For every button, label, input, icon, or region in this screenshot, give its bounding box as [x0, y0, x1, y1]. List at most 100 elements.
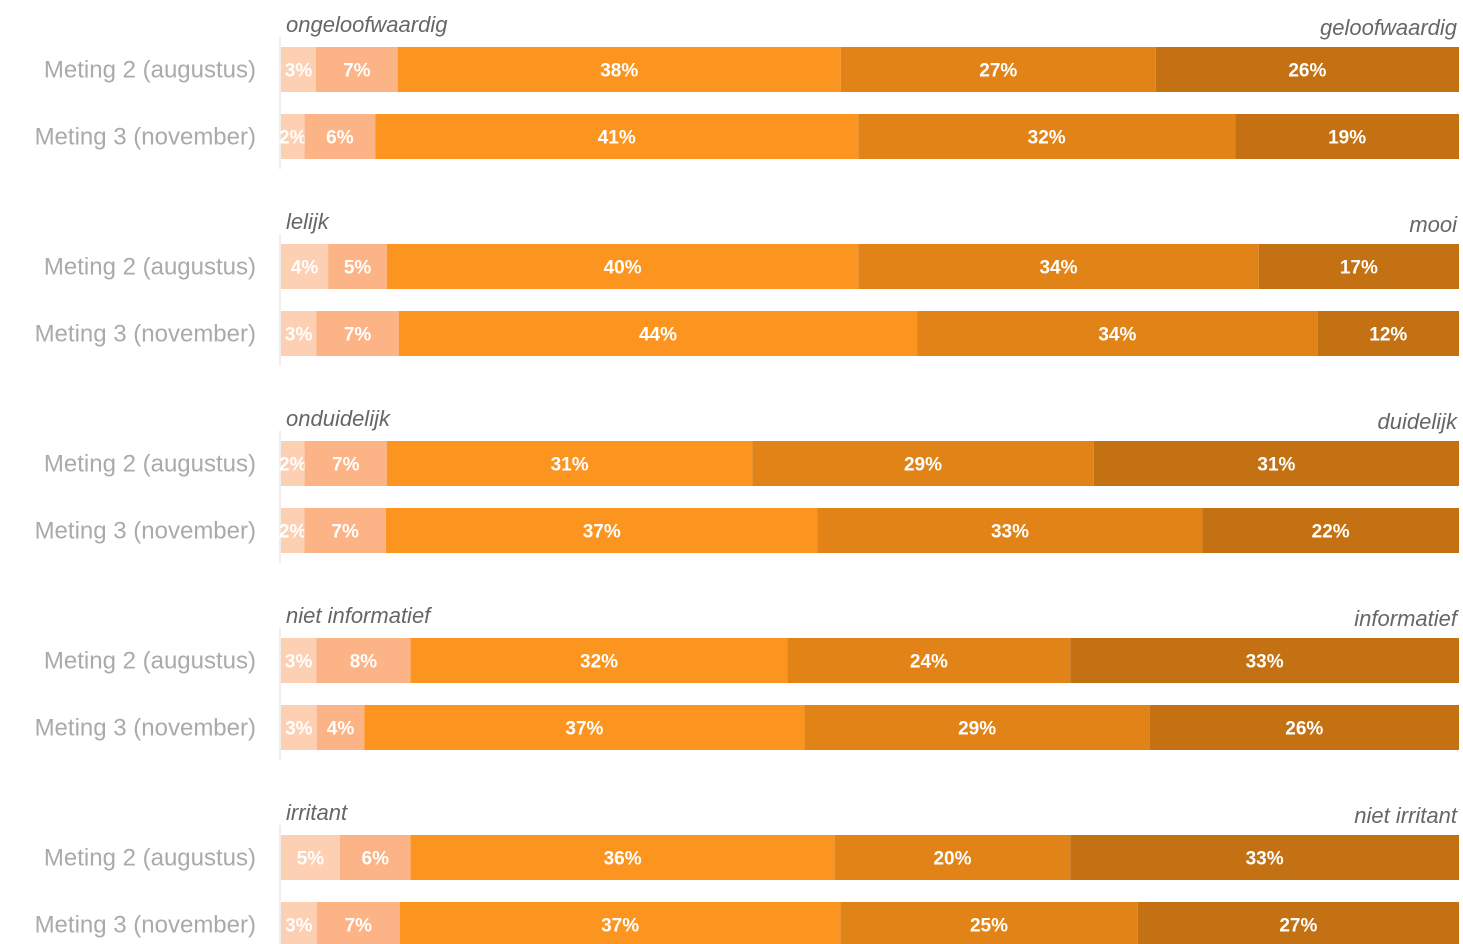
bar-segment: [328, 244, 388, 289]
scale-right-label: informatief: [1354, 606, 1460, 631]
data-label: 31%: [551, 455, 589, 476]
row-label: Meting 3 (november): [35, 124, 256, 151]
bar-segment: [387, 244, 859, 289]
data-label: 3%: [285, 916, 313, 937]
bar-segment: [1070, 638, 1459, 683]
bar-segment: [281, 441, 305, 486]
bar-segment: [787, 638, 1071, 683]
data-label: 37%: [565, 719, 603, 740]
bar-segment: [304, 441, 388, 486]
data-label: 33%: [1246, 849, 1284, 870]
bar-segment: [281, 508, 305, 553]
data-label: 2%: [279, 455, 307, 476]
data-label: 24%: [910, 652, 948, 673]
bar-segment: [410, 638, 788, 683]
bar-segment: [917, 311, 1318, 356]
scale-right-label: mooi: [1409, 212, 1458, 237]
bar-segment: [1155, 47, 1459, 92]
data-label: 7%: [331, 522, 359, 543]
bar-segment: [410, 835, 835, 880]
bar-segment: [339, 835, 411, 880]
row-label: Meting 2 (augustus): [44, 648, 256, 675]
bar-segment: [804, 705, 1150, 750]
data-label: 6%: [326, 128, 354, 149]
scale-left-label: lelijk: [286, 209, 330, 234]
data-label: 2%: [279, 128, 307, 149]
row-label: Meting 2 (augustus): [44, 254, 256, 281]
data-label: 40%: [604, 258, 642, 279]
data-label: 5%: [344, 258, 372, 279]
bar-segment: [364, 705, 805, 750]
row-label: Meting 2 (augustus): [44, 451, 256, 478]
data-label: 7%: [332, 455, 360, 476]
data-label: 37%: [601, 916, 639, 937]
scale-left-label: ongeloofwaardig: [286, 12, 448, 37]
data-label: 29%: [958, 719, 996, 740]
data-label: 3%: [285, 325, 313, 346]
bar-segment: [1258, 244, 1459, 289]
scale-right-label: geloofwaardig: [1320, 15, 1458, 40]
data-label: 33%: [1246, 652, 1284, 673]
data-label: 26%: [1288, 61, 1326, 82]
data-label: 6%: [362, 849, 390, 870]
bar-segment: [281, 835, 340, 880]
data-label: 25%: [970, 916, 1008, 937]
data-label: 27%: [1279, 916, 1317, 937]
data-label: 4%: [327, 719, 355, 740]
bar-segment: [281, 311, 317, 356]
bar-segment: [399, 902, 841, 944]
data-label: 2%: [279, 522, 307, 543]
data-label: 3%: [285, 719, 313, 740]
bar-segment: [281, 705, 317, 750]
data-label: 37%: [583, 522, 621, 543]
data-label: 31%: [1257, 455, 1295, 476]
data-label: 12%: [1369, 325, 1407, 346]
bar-segment: [385, 508, 818, 553]
data-label: 32%: [580, 652, 618, 673]
data-label: 3%: [285, 61, 313, 82]
bar-segment: [387, 441, 753, 486]
bar-segment: [281, 638, 317, 683]
data-label: 38%: [600, 61, 638, 82]
row-label: Meting 2 (augustus): [44, 57, 256, 84]
data-label: 7%: [344, 325, 372, 346]
data-label: 4%: [291, 258, 319, 279]
data-label: 41%: [598, 128, 636, 149]
data-label: 33%: [991, 522, 1029, 543]
bar-segment: [1070, 835, 1459, 880]
bar-segment: [316, 638, 411, 683]
bar-segment: [316, 311, 399, 356]
bar-segment: [1235, 114, 1459, 159]
data-label: 7%: [343, 61, 371, 82]
data-label: 32%: [1028, 128, 1066, 149]
bar-segment: [281, 244, 329, 289]
data-label: 22%: [1312, 522, 1350, 543]
scale-left-label: niet informatief: [286, 603, 433, 628]
bar-segment: [1202, 508, 1459, 553]
data-label: 20%: [933, 849, 971, 870]
bar-segment: [858, 244, 1259, 289]
bar-segment: [1137, 902, 1459, 944]
bar-segment: [281, 902, 317, 944]
bar-segment: [834, 835, 1071, 880]
data-label: 29%: [904, 455, 942, 476]
data-label: 5%: [297, 849, 325, 870]
data-label: 19%: [1328, 128, 1366, 149]
bar-segment: [817, 508, 1203, 553]
bar-segment: [281, 47, 316, 92]
row-label: Meting 3 (november): [35, 321, 256, 348]
bar-segment: [1317, 311, 1459, 356]
scale-right-label: duidelijk: [1378, 409, 1458, 434]
data-label: 36%: [604, 849, 642, 870]
data-label: 7%: [345, 916, 373, 937]
bar-segment: [858, 114, 1236, 159]
data-label: 17%: [1340, 258, 1378, 279]
bar-segment: [397, 47, 841, 92]
row-label: Meting 3 (november): [35, 715, 256, 742]
scale-left-label: onduidelijk: [286, 406, 391, 431]
data-label: 26%: [1285, 719, 1323, 740]
bar-segment: [316, 902, 400, 944]
scale-right-label: niet irritant: [1354, 803, 1458, 828]
bar-segment: [752, 441, 1094, 486]
